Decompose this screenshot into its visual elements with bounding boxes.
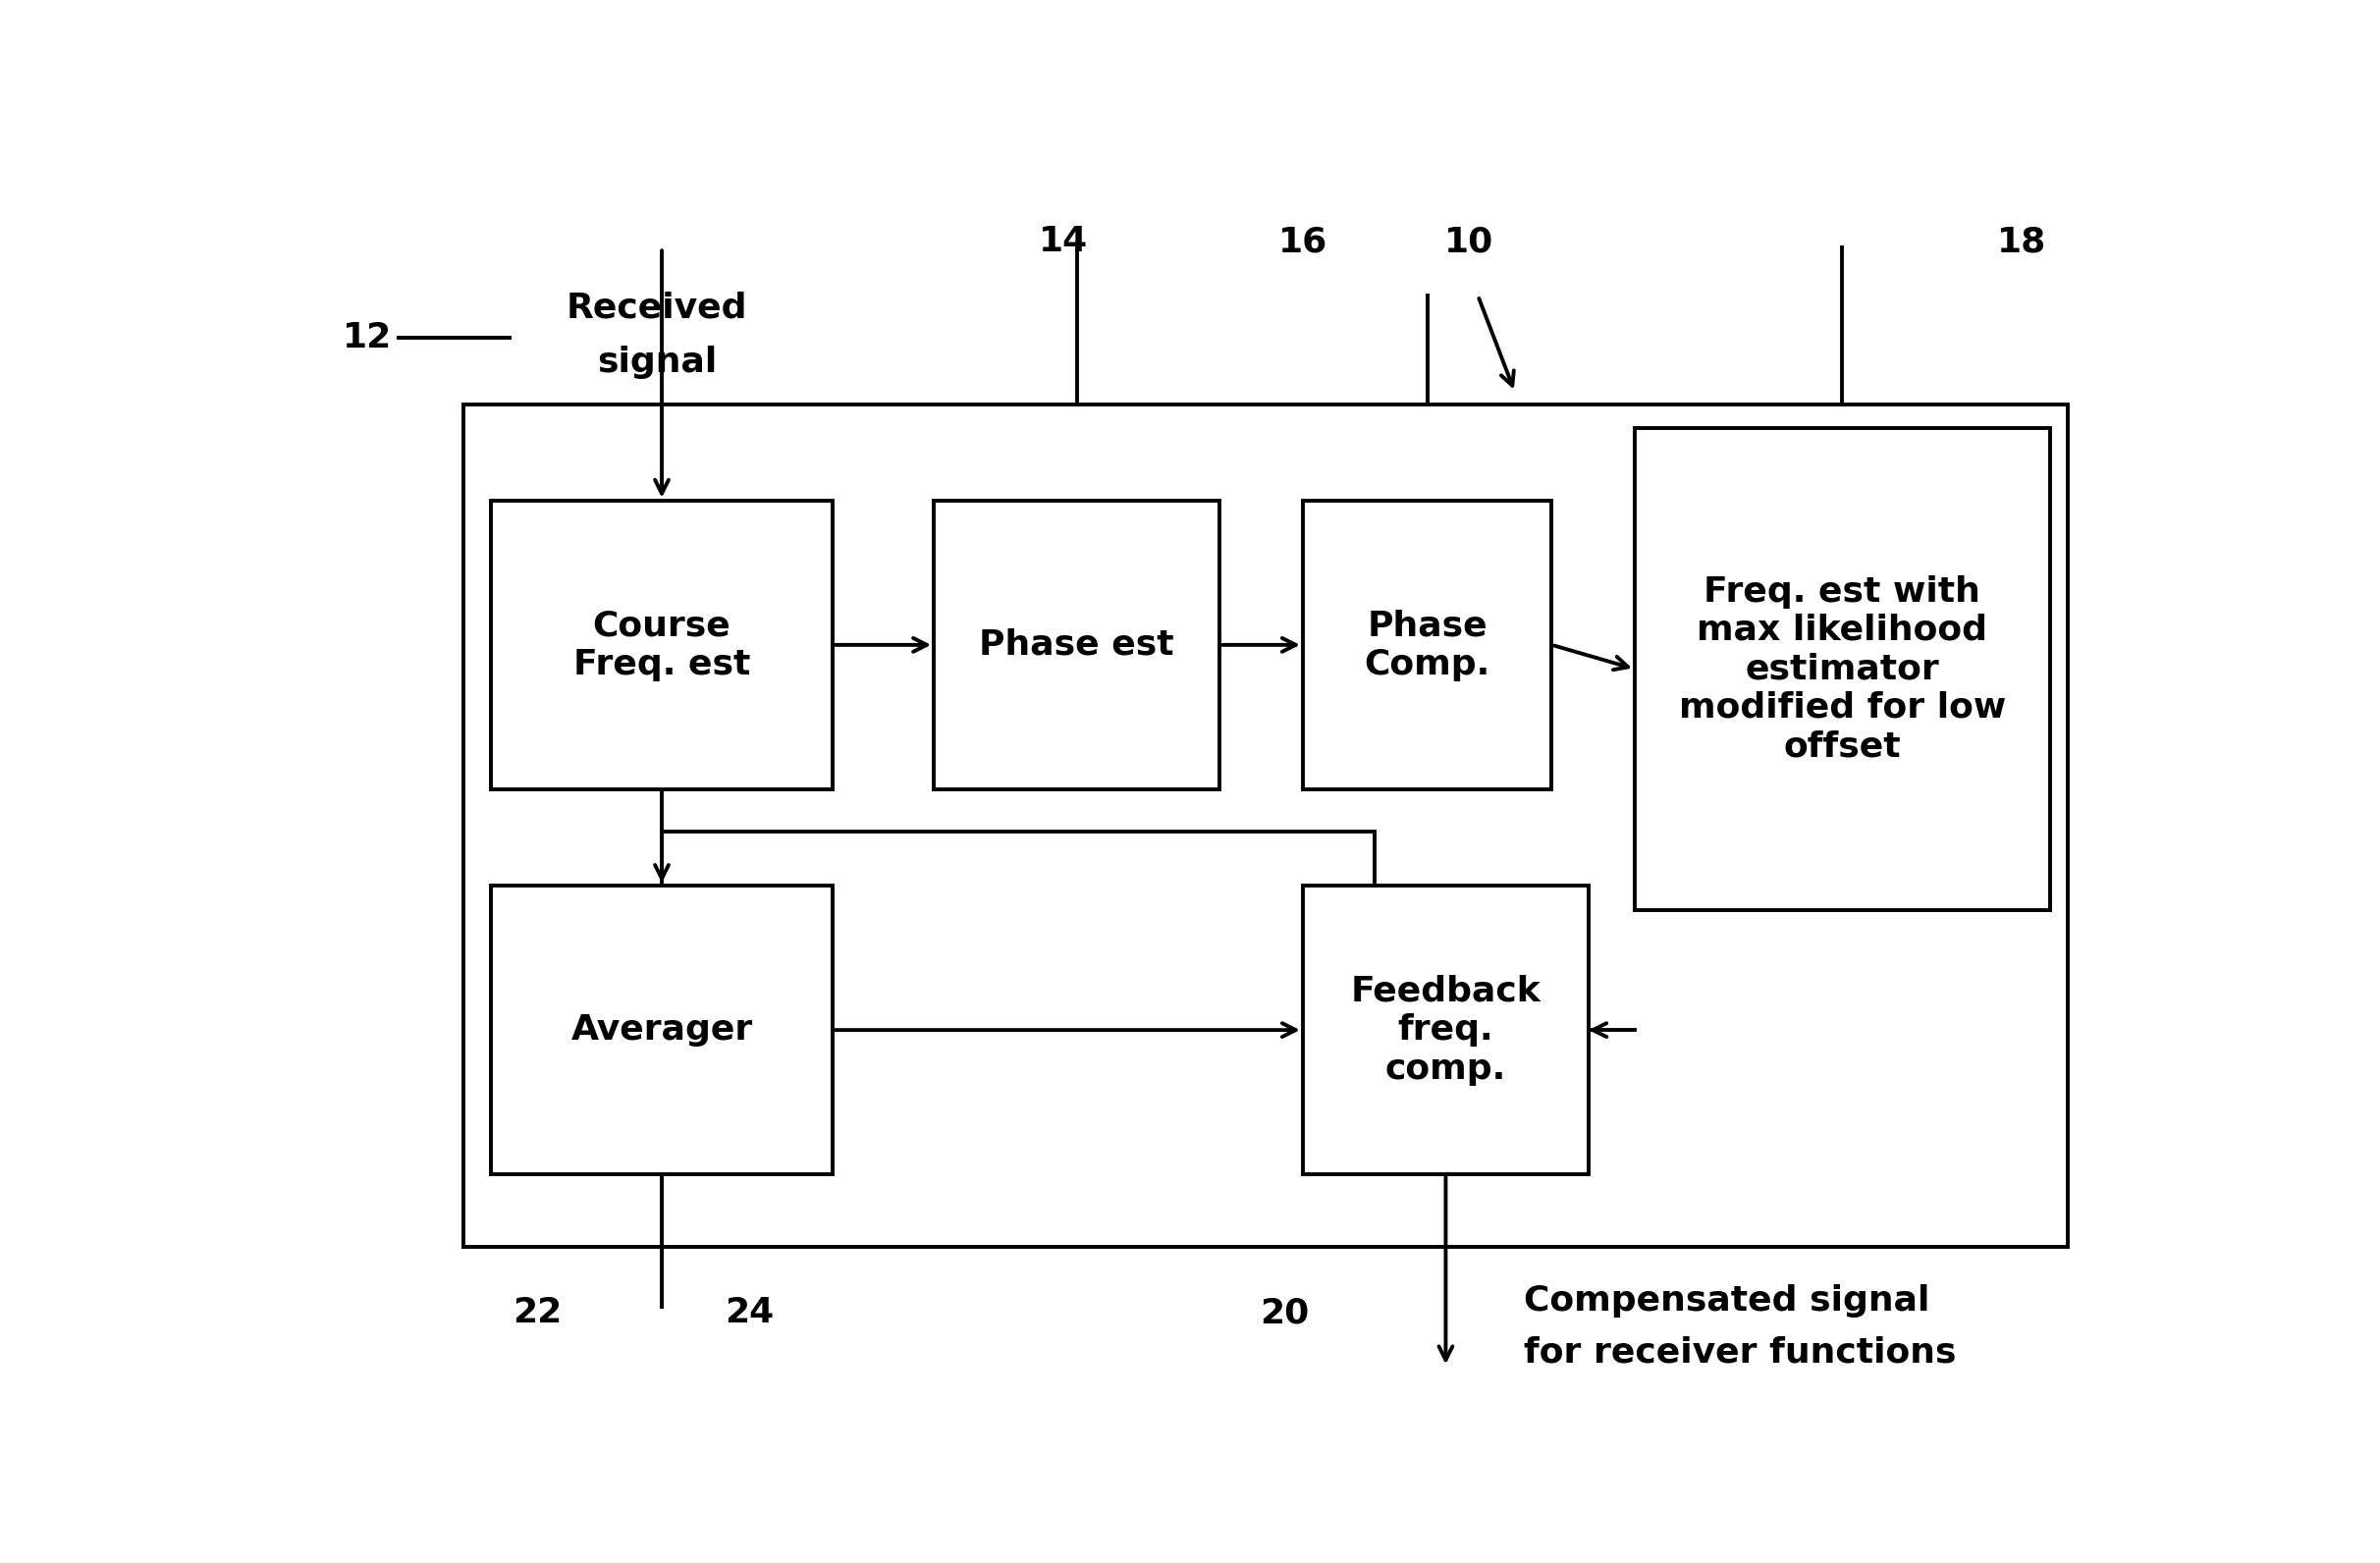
Text: 18: 18 xyxy=(1997,225,2047,258)
Text: 16: 16 xyxy=(1278,225,1328,258)
Text: Freq. est with
max likelihood
estimator
modified for low
offset: Freq. est with max likelihood estimator … xyxy=(1678,575,2006,763)
Bar xyxy=(933,500,1219,789)
Bar xyxy=(1302,500,1552,789)
Text: 22: 22 xyxy=(512,1296,562,1330)
Text: for receiver functions: for receiver functions xyxy=(1523,1336,1956,1369)
Text: Feedback
freq.
comp.: Feedback freq. comp. xyxy=(1349,975,1540,1085)
Bar xyxy=(490,886,833,1174)
Bar xyxy=(464,405,2068,1247)
Text: 24: 24 xyxy=(726,1296,773,1330)
Text: signal: signal xyxy=(597,345,716,378)
Bar xyxy=(490,500,833,789)
Text: 12: 12 xyxy=(343,322,393,355)
Bar xyxy=(1302,886,1590,1174)
Text: Course
Freq. est: Course Freq. est xyxy=(574,610,750,681)
Text: Received: Received xyxy=(566,291,747,325)
Text: 20: 20 xyxy=(1259,1296,1309,1330)
Bar xyxy=(1635,428,2049,910)
Text: Compensated signal: Compensated signal xyxy=(1523,1285,1930,1318)
Text: Phase est: Phase est xyxy=(978,628,1173,661)
Text: Phase
Comp.: Phase Comp. xyxy=(1364,610,1490,681)
Text: Averager: Averager xyxy=(571,1013,752,1047)
Text: 10: 10 xyxy=(1445,225,1492,258)
Text: 14: 14 xyxy=(1038,225,1088,258)
